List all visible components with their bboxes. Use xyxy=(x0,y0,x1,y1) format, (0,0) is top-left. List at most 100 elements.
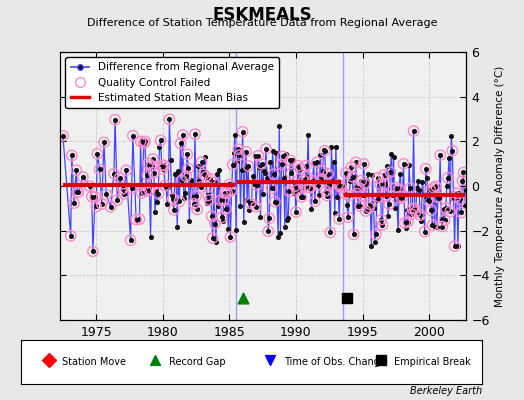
Point xyxy=(100,139,108,146)
Point xyxy=(154,190,162,197)
Point xyxy=(413,185,421,191)
Point xyxy=(152,187,160,194)
Point xyxy=(166,156,174,163)
Point xyxy=(446,208,454,214)
Point xyxy=(72,167,80,174)
Point xyxy=(352,159,360,166)
Point xyxy=(302,162,310,169)
Point xyxy=(253,182,261,188)
Point xyxy=(216,197,225,204)
Point xyxy=(221,190,229,196)
Point xyxy=(179,132,187,138)
Point xyxy=(267,185,276,192)
Point xyxy=(238,128,247,135)
Point xyxy=(265,215,274,222)
Point xyxy=(250,153,259,159)
Point xyxy=(215,167,224,174)
Point xyxy=(241,166,249,172)
Point xyxy=(404,218,412,225)
Point xyxy=(291,183,299,189)
Point xyxy=(316,152,324,159)
Point xyxy=(334,181,342,188)
Point xyxy=(391,184,400,191)
Point xyxy=(361,180,369,187)
Point xyxy=(367,243,376,250)
Point xyxy=(115,175,124,181)
Point xyxy=(193,206,201,213)
Point xyxy=(345,192,353,198)
Point xyxy=(364,171,372,177)
Point xyxy=(434,194,442,200)
Point xyxy=(457,209,465,216)
Point xyxy=(110,170,118,177)
Point xyxy=(369,205,378,211)
Point xyxy=(451,243,459,249)
Point xyxy=(118,186,127,192)
Point xyxy=(143,172,151,178)
Point xyxy=(297,194,305,200)
Point xyxy=(153,199,161,205)
Point xyxy=(92,203,101,210)
Point xyxy=(356,203,365,209)
Point xyxy=(210,179,218,186)
Point xyxy=(222,206,230,212)
Point xyxy=(336,183,344,189)
Point xyxy=(403,206,411,213)
Point xyxy=(368,172,377,178)
Y-axis label: Monthly Temperature Anomaly Difference (°C): Monthly Temperature Anomaly Difference (… xyxy=(495,65,505,307)
Point xyxy=(440,217,449,223)
Point xyxy=(322,188,330,194)
Point xyxy=(214,202,223,209)
Point xyxy=(147,163,156,169)
Point xyxy=(143,172,151,178)
Point xyxy=(333,194,341,200)
Point xyxy=(398,193,407,200)
Point xyxy=(242,148,250,155)
Point xyxy=(425,198,433,204)
Point xyxy=(334,181,342,188)
Point xyxy=(461,202,469,209)
Text: 1975: 1975 xyxy=(80,326,112,339)
Point xyxy=(285,188,293,194)
Point xyxy=(379,172,388,178)
Point xyxy=(332,144,340,150)
Point xyxy=(354,203,362,210)
Point xyxy=(204,192,212,199)
Point xyxy=(164,183,172,190)
Point xyxy=(435,195,443,201)
Point xyxy=(170,207,178,213)
Point xyxy=(303,174,311,180)
Point xyxy=(217,214,226,221)
Point xyxy=(462,187,470,193)
Point xyxy=(301,184,309,190)
Point xyxy=(210,179,218,186)
Point xyxy=(188,181,196,188)
Point xyxy=(70,200,78,206)
Point xyxy=(162,184,170,190)
Point xyxy=(282,151,290,158)
Point xyxy=(426,186,434,193)
Point xyxy=(102,191,111,198)
Point xyxy=(463,206,471,213)
Point xyxy=(128,132,137,139)
Point xyxy=(405,162,413,168)
Point xyxy=(287,170,296,177)
Point xyxy=(286,157,294,164)
Point xyxy=(410,205,419,212)
Point xyxy=(137,190,146,196)
Point xyxy=(319,168,327,174)
Point xyxy=(220,197,228,203)
Point xyxy=(228,162,237,168)
Point xyxy=(321,148,329,154)
Point xyxy=(428,222,436,228)
Point xyxy=(374,175,382,181)
Point xyxy=(324,171,332,177)
Point xyxy=(68,152,76,158)
Point xyxy=(128,132,137,139)
Point xyxy=(271,198,279,205)
Point xyxy=(357,178,366,184)
Point xyxy=(423,174,431,181)
Point xyxy=(325,182,333,188)
Point xyxy=(190,200,198,207)
Point xyxy=(302,162,310,169)
